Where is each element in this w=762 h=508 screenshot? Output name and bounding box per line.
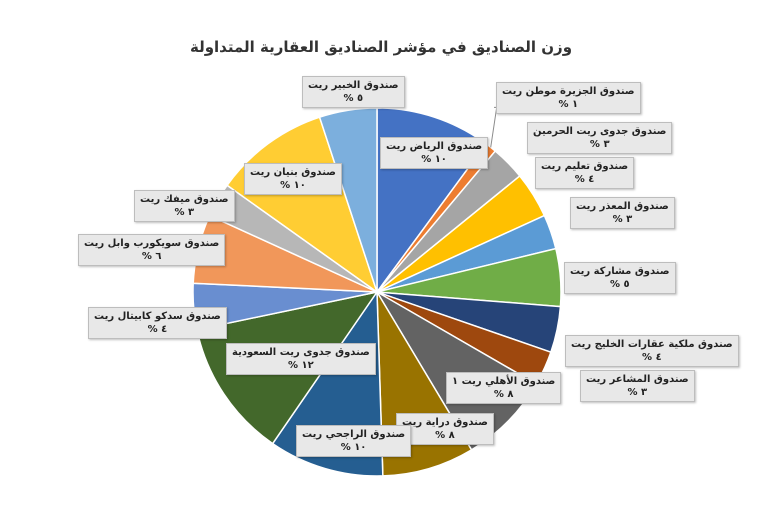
slice-label: صندوق ملكية عقارات الخليج ريت ٤ %	[565, 335, 739, 367]
slice-label-name: صندوق الراجحي ريت	[302, 429, 406, 440]
slice-label-value: ١٠ %	[280, 180, 306, 191]
slice-label-value: ٤ %	[574, 174, 595, 185]
slice-label-value: ٥ %	[609, 279, 630, 290]
slice-label-value: ٦ %	[141, 251, 162, 262]
slice-label-name: صندوق مشاركة ريت	[570, 266, 670, 277]
slice-label-value: ٣ %	[174, 207, 195, 218]
slice-label-name: صندوق المعذر ريت	[576, 201, 669, 212]
slice-label: صندوق دراية ريت ٨ %	[396, 413, 494, 445]
slice-label: صندوق المعذر ريت ٣ %	[570, 197, 675, 229]
slice-label-name: صندوق سدكو كابيتال ريت	[94, 311, 221, 322]
slice-label-value: ٣ %	[612, 214, 633, 225]
slice-label: صندوق الخبير ريت ٥ %	[302, 76, 405, 108]
slice-label-value: ٨ %	[435, 430, 455, 441]
slice-label-value: ٤ %	[642, 352, 662, 363]
chart-title: وزن الصناديق في مؤشر الصناديق العقارية ا…	[189, 38, 573, 56]
slice-label-name: صندوق ميفك ريت	[140, 194, 229, 205]
pie-slice	[226, 116, 379, 294]
slice-label-value: ٤ %	[147, 324, 168, 335]
slice-label-name: صندوق المشاعر ريت	[586, 374, 689, 385]
slice-label-name: صندوق سويكورب وابل ريت	[84, 238, 220, 249]
slice-label-value: ٣ %	[589, 139, 610, 150]
slice-label-name: صندوق الخبير ريت	[308, 80, 399, 91]
pie-slice	[318, 107, 378, 293]
slice-label-name: صندوق ملكية عقارات الخليج ريت	[571, 339, 733, 350]
slice-label: صندوق جدوى ريت الحرمين ٣ %	[527, 122, 673, 154]
slice-label: صندوق مشاركة ريت ٥ %	[564, 262, 676, 294]
slice-label-value: ٥ %	[343, 93, 364, 104]
slice-label: صندوق الرياض ريت ١٠ %	[380, 137, 489, 169]
slice-label-value: ١٢ %	[288, 360, 314, 371]
slice-label-name: صندوق جدوى ريت الحرمين	[533, 126, 667, 137]
slice-label-value: ٨ %	[493, 389, 514, 400]
slice-label-name: صندوق الجزيرة موطن ريت	[502, 86, 635, 97]
slice-label-value: ٣ %	[627, 387, 648, 398]
slice-label: صندوق بنيان ريت ١٠ %	[244, 163, 342, 195]
slice-label-name: صندوق جدوى ريت السعودية	[232, 347, 370, 358]
slice-label-value: ١ %	[558, 99, 579, 110]
slice-label: صندوق الجزيرة موطن ريت ١ %	[496, 82, 641, 114]
slice-label: صندوق تعليم ريت ٤ %	[535, 157, 635, 189]
slice-label: صندوق الراجحي ريت ١٠ %	[296, 425, 412, 457]
slice-label: صندوق سدكو كابيتال ريت ٤ %	[88, 307, 227, 339]
slice-label: صندوق المشاعر ريت ٣ %	[580, 370, 695, 402]
slice-label: صندوق ميفك ريت ٣ %	[134, 190, 235, 222]
slice-label: صندوق سويكورب وابل ريت ٦ %	[78, 234, 226, 266]
slice-label-name: صندوق الأهلي ريت ١	[452, 376, 556, 387]
slice-label-name: صندوق دراية ريت	[402, 417, 488, 428]
slice-label-name: صندوق بنيان ريت	[250, 167, 336, 178]
slice-label-value: ١٠ %	[340, 442, 367, 453]
slice-label: صندوق الأهلي ريت ١ ٨ %	[446, 372, 562, 404]
slice-label-name: صندوق تعليم ريت	[541, 161, 629, 172]
slice-label-value: ١٠ %	[421, 154, 447, 165]
slice-label-name: صندوق الرياض ريت	[386, 141, 483, 152]
slice-label: صندوق جدوى ريت السعودية ١٢ %	[226, 343, 376, 375]
